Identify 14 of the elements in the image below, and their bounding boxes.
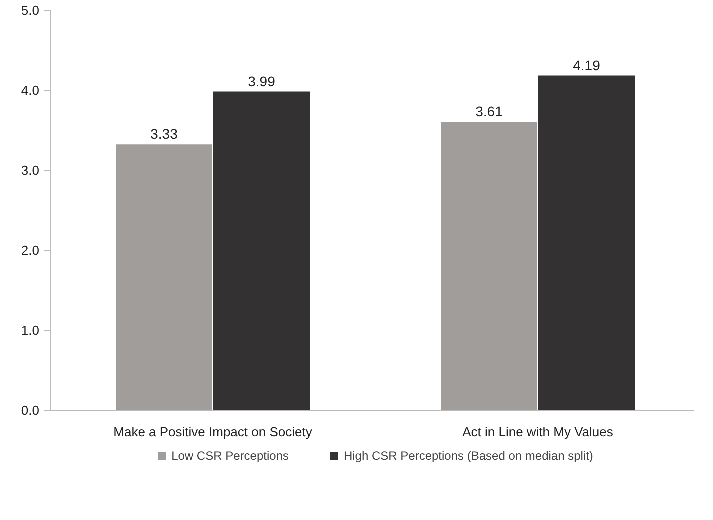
legend-label: Low CSR Perceptions bbox=[172, 449, 289, 463]
data-label: 3.99 bbox=[248, 73, 276, 90]
y-tick-label: 5.0 bbox=[21, 3, 40, 18]
x-tick-label: Act in Line with My Values bbox=[462, 424, 614, 440]
y-tick-label: 3.0 bbox=[21, 163, 40, 178]
data-label: 3.33 bbox=[150, 126, 178, 142]
y-tick-label: 2.0 bbox=[21, 243, 40, 258]
data-label: 3.61 bbox=[476, 104, 504, 120]
y-tick-label: 4.0 bbox=[21, 83, 40, 98]
legend-label: High CSR Perceptions (Based on median split) bbox=[344, 449, 594, 463]
y-tick-label: 1.0 bbox=[21, 323, 40, 338]
data-label: 4.19 bbox=[573, 57, 601, 74]
x-tick-label: Make a Positive Impact on Society bbox=[114, 424, 313, 440]
y-tick-label: 0.0 bbox=[21, 403, 40, 418]
